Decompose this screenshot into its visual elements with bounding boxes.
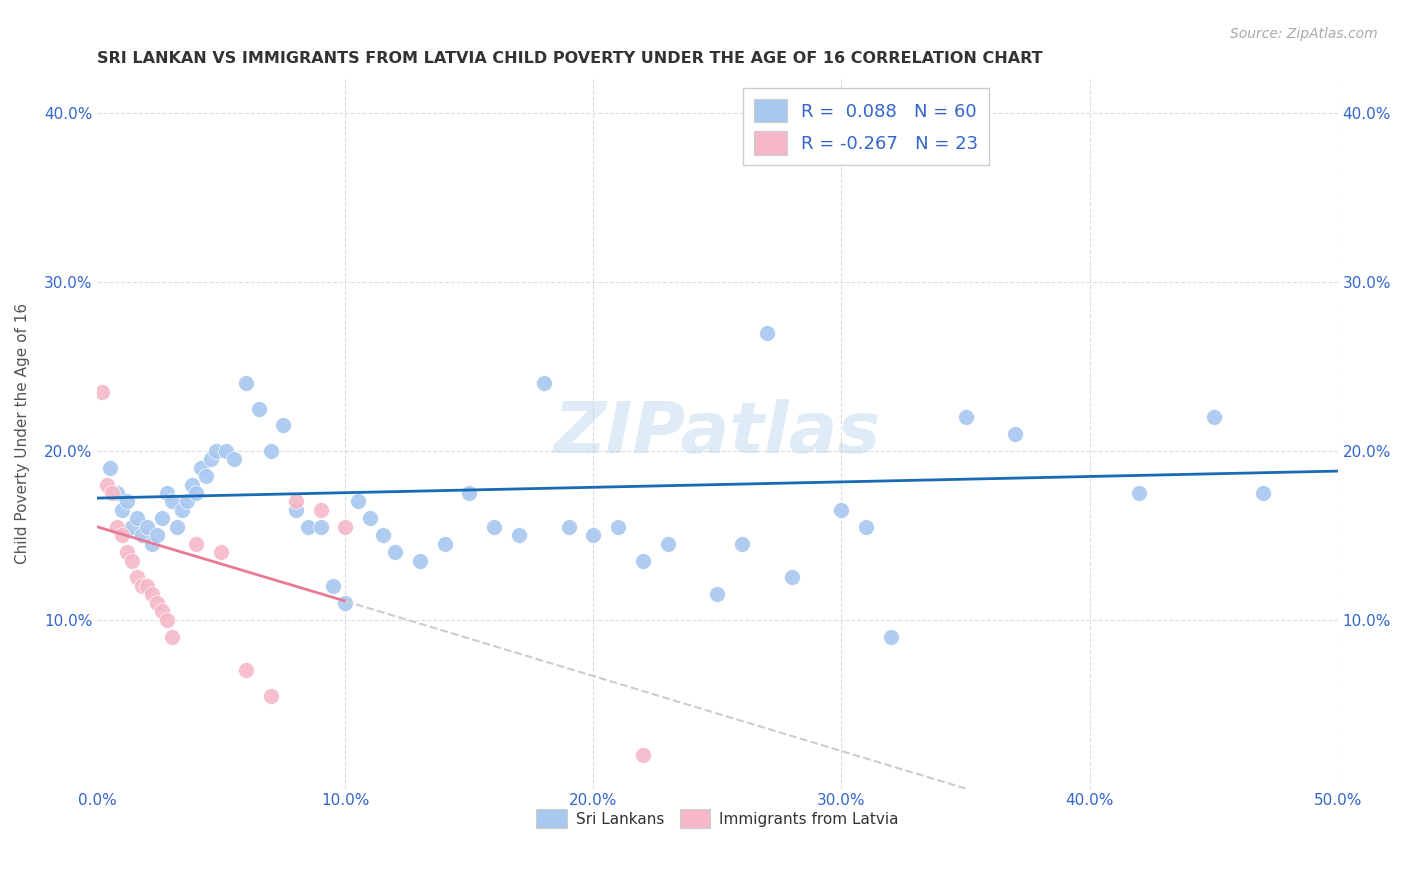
- Point: [121, 520, 143, 534]
- Point: [131, 579, 153, 593]
- Point: [335, 520, 357, 534]
- Point: [482, 520, 505, 534]
- Point: [115, 494, 138, 508]
- Point: [115, 545, 138, 559]
- Point: [631, 553, 654, 567]
- Point: [215, 443, 238, 458]
- Point: [146, 528, 169, 542]
- Point: [247, 401, 270, 416]
- Point: [309, 503, 332, 517]
- Point: [125, 570, 148, 584]
- Point: [101, 486, 124, 500]
- Point: [706, 587, 728, 601]
- Point: [346, 494, 368, 508]
- Point: [309, 520, 332, 534]
- Point: [607, 520, 630, 534]
- Legend: Sri Lankans, Immigrants from Latvia: Sri Lankans, Immigrants from Latvia: [530, 803, 905, 834]
- Point: [190, 460, 212, 475]
- Point: [209, 545, 232, 559]
- Point: [384, 545, 406, 559]
- Point: [150, 511, 173, 525]
- Point: [160, 630, 183, 644]
- Point: [284, 503, 307, 517]
- Point: [205, 443, 228, 458]
- Point: [880, 630, 903, 644]
- Point: [508, 528, 530, 542]
- Point: [433, 537, 456, 551]
- Text: ZIPatlas: ZIPatlas: [554, 400, 882, 468]
- Point: [170, 503, 193, 517]
- Point: [557, 520, 579, 534]
- Point: [409, 553, 432, 567]
- Point: [1251, 486, 1274, 500]
- Point: [731, 537, 754, 551]
- Point: [371, 528, 394, 542]
- Point: [359, 511, 381, 525]
- Point: [125, 511, 148, 525]
- Point: [200, 452, 222, 467]
- Y-axis label: Child Poverty Under the Age of 16: Child Poverty Under the Age of 16: [15, 303, 30, 565]
- Point: [105, 486, 128, 500]
- Point: [176, 494, 198, 508]
- Point: [1004, 426, 1026, 441]
- Point: [260, 689, 283, 703]
- Point: [146, 596, 169, 610]
- Point: [135, 579, 157, 593]
- Point: [141, 537, 163, 551]
- Point: [235, 663, 257, 677]
- Point: [222, 452, 245, 467]
- Point: [830, 503, 852, 517]
- Text: Source: ZipAtlas.com: Source: ZipAtlas.com: [1230, 27, 1378, 41]
- Point: [156, 613, 179, 627]
- Point: [150, 604, 173, 618]
- Point: [1128, 486, 1150, 500]
- Point: [141, 587, 163, 601]
- Point: [121, 553, 143, 567]
- Point: [180, 477, 202, 491]
- Point: [271, 418, 294, 433]
- Point: [955, 410, 977, 425]
- Point: [156, 486, 179, 500]
- Point: [91, 384, 114, 399]
- Point: [135, 520, 157, 534]
- Point: [657, 537, 679, 551]
- Point: [131, 528, 153, 542]
- Point: [335, 596, 357, 610]
- Point: [96, 477, 118, 491]
- Point: [260, 443, 283, 458]
- Text: SRI LANKAN VS IMMIGRANTS FROM LATVIA CHILD POVERTY UNDER THE AGE OF 16 CORRELATI: SRI LANKAN VS IMMIGRANTS FROM LATVIA CHI…: [97, 51, 1043, 66]
- Point: [582, 528, 605, 542]
- Point: [98, 460, 121, 475]
- Point: [297, 520, 319, 534]
- Point: [284, 494, 307, 508]
- Point: [855, 520, 877, 534]
- Point: [631, 747, 654, 762]
- Point: [186, 537, 208, 551]
- Point: [105, 520, 128, 534]
- Point: [756, 326, 779, 340]
- Point: [111, 503, 134, 517]
- Point: [111, 528, 134, 542]
- Point: [780, 570, 803, 584]
- Point: [235, 376, 257, 391]
- Point: [533, 376, 555, 391]
- Point: [1202, 410, 1225, 425]
- Point: [166, 520, 188, 534]
- Point: [458, 486, 481, 500]
- Point: [322, 579, 344, 593]
- Point: [186, 486, 208, 500]
- Point: [160, 494, 183, 508]
- Point: [195, 469, 218, 483]
